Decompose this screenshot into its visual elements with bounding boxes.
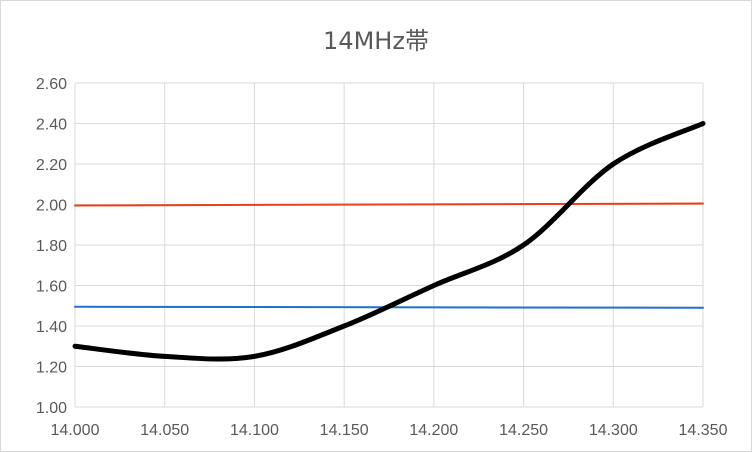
y-tick-label: 1.00 — [36, 400, 67, 417]
y-tick-label: 1.60 — [36, 279, 67, 296]
x-tick-label: 14.200 — [409, 422, 458, 439]
x-tick-label: 14.000 — [51, 422, 100, 439]
y-tick-label: 1.40 — [36, 319, 67, 336]
y-tick-label: 1.20 — [36, 360, 67, 377]
y-tick-label: 2.20 — [36, 157, 67, 174]
series-line-swr — [72, 121, 706, 362]
x-tick-label: 14.350 — [679, 422, 728, 439]
x-tick-label: 14.150 — [320, 422, 369, 439]
series-lines — [72, 121, 706, 362]
y-tick-label: 2.40 — [36, 117, 67, 134]
x-tick-label: 14.050 — [140, 422, 189, 439]
y-tick-label: 1.80 — [36, 238, 67, 255]
x-tick-label: 14.250 — [499, 422, 548, 439]
x-tick-label: 14.300 — [589, 422, 638, 439]
chart-title: 14MHz帯 — [323, 27, 429, 55]
y-axis-ticks: 1.00 1.20 1.40 1.60 1.80 2.00 2.20 2.40 2.60 — [36, 76, 67, 417]
x-tick-label: 14.100 — [230, 422, 279, 439]
x-axis-ticks: 14.000 14.050 14.100 14.150 14.200 14.250 14.3… — [51, 422, 728, 439]
y-tick-label: 2.60 — [36, 76, 67, 93]
series-line-red — [74, 202, 704, 207]
y-tick-label: 2.00 — [36, 198, 67, 215]
